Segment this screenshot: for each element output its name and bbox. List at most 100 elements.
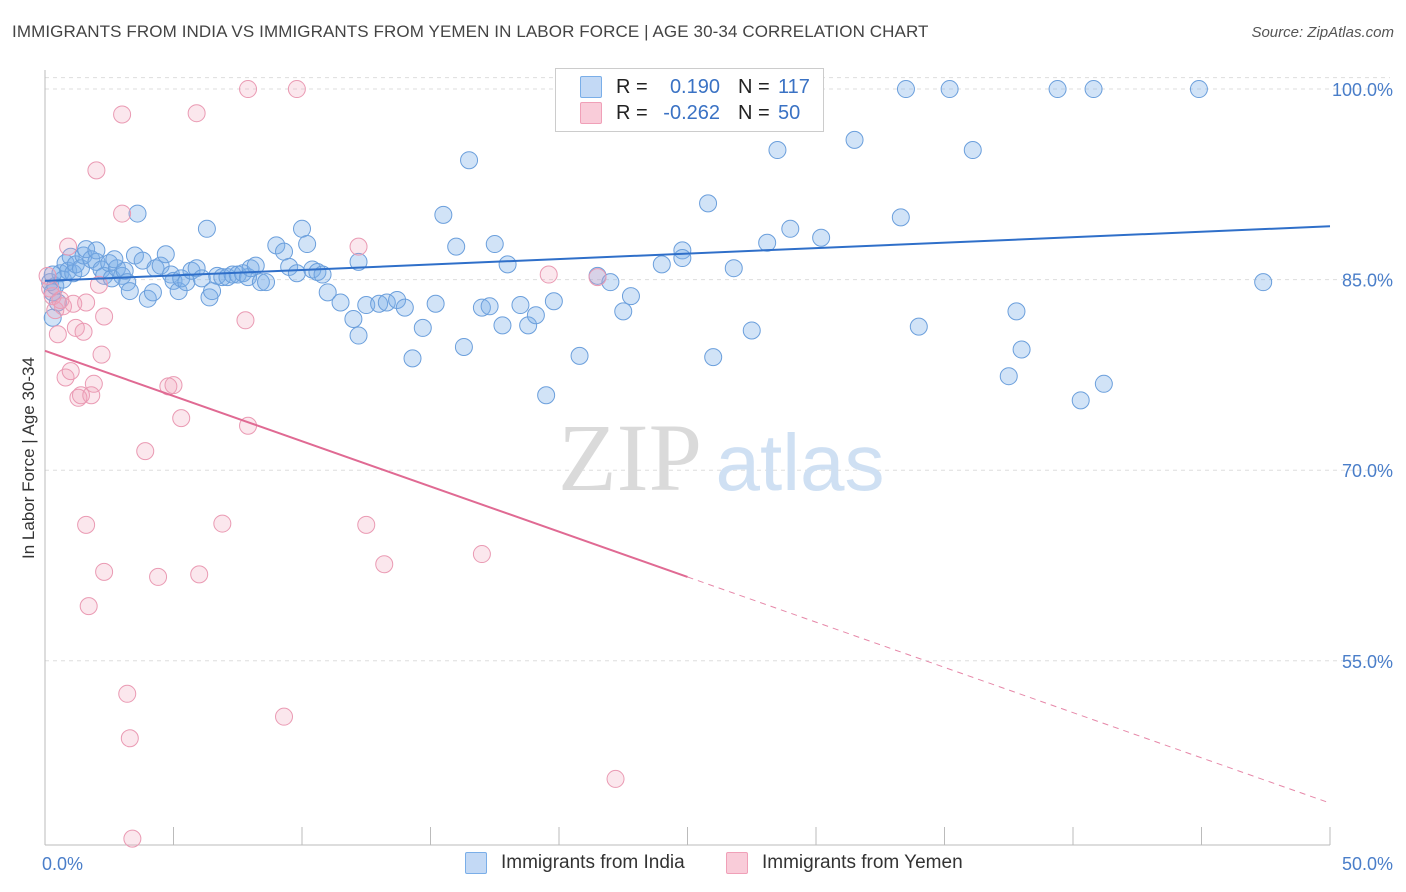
yemen-point (539, 265, 558, 284)
india-point (526, 306, 545, 325)
india-point (511, 296, 530, 315)
yemen-point (95, 307, 114, 326)
yemen-point (123, 829, 142, 848)
india-point (1094, 374, 1113, 393)
yemen-r-label: R = (616, 101, 648, 124)
yemen-point (187, 104, 206, 123)
india-point (1071, 391, 1090, 410)
yemen-point (79, 597, 98, 616)
india-point (313, 265, 332, 284)
yemen-point (87, 161, 106, 180)
yemen-point (59, 237, 78, 256)
yemen-legend-label: Immigrants from Yemen (762, 852, 963, 873)
x-tick-label-max: 50.0% (1342, 854, 1393, 874)
india-legend-label: Immigrants from India (501, 852, 685, 873)
india-point (480, 297, 499, 316)
india-point (724, 259, 743, 278)
india-point (652, 255, 671, 274)
yemen-trend-extension (687, 576, 1331, 804)
india-point (251, 273, 270, 292)
india-point (519, 316, 538, 335)
india-point (203, 282, 222, 301)
watermark-atlas: atlas (716, 418, 885, 507)
yemen-point (113, 204, 132, 223)
india-point (275, 242, 294, 261)
yemen-n-value: 50 (778, 101, 801, 124)
india-point (963, 141, 982, 160)
india-point (267, 236, 286, 255)
yemen-point (287, 80, 306, 99)
y-tick-label: 85.0% (1342, 271, 1393, 291)
y-tick-label: 70.0% (1342, 461, 1393, 481)
india-point (472, 298, 491, 317)
india-point (498, 255, 517, 274)
yemen-point (77, 515, 96, 534)
yemen-point (120, 729, 139, 748)
india-point (999, 367, 1018, 386)
india-point (413, 318, 432, 337)
india-point (1254, 273, 1273, 292)
india-point (287, 264, 306, 283)
india-point (781, 219, 800, 238)
yemen-point (190, 565, 209, 584)
yemen-point (74, 322, 93, 341)
india-point (257, 273, 276, 292)
india-point (177, 273, 196, 292)
india-point (1007, 302, 1026, 321)
chart-title: IMMIGRANTS FROM INDIA VS IMMIGRANTS FROM… (12, 22, 929, 41)
x-tick-label-min: 0.0% (42, 854, 83, 874)
india-point (447, 237, 466, 256)
yemen-swatch (580, 102, 602, 124)
yemen-point (89, 275, 108, 294)
axes (44, 70, 1331, 846)
yemen-r-value: -0.262 (663, 101, 720, 124)
india-trend-line (44, 225, 1331, 282)
india-swatch (580, 76, 602, 98)
india-n-label: N = (738, 75, 770, 98)
india-point (357, 296, 376, 315)
india-point (673, 249, 692, 268)
india-point (544, 292, 563, 311)
yemen-point (375, 555, 394, 574)
india-n-value: 117 (778, 75, 810, 98)
india-point (621, 287, 640, 306)
y-axis-label: In Labor Force | Age 30-34 (19, 357, 38, 559)
india-point (403, 349, 422, 368)
india-point (768, 141, 787, 160)
india-r-label: R = (616, 75, 648, 98)
stats-legend: R = 0.190 N = 117 R = -0.262 N = 50 (555, 68, 824, 132)
india-point (485, 235, 504, 254)
india-point (493, 316, 512, 335)
yemen-point (349, 237, 368, 256)
yemen-point (357, 515, 376, 534)
yemen-point (113, 105, 132, 124)
yemen-trend-line (44, 349, 688, 578)
yemen-point (239, 80, 258, 99)
india-point (318, 283, 337, 302)
india-point (434, 205, 453, 224)
yemen-point (236, 311, 255, 330)
legend-row-yemen: R = -0.262 N = 50 (580, 100, 800, 126)
yemen-legend-swatch (726, 852, 748, 874)
india-point (128, 204, 147, 223)
y-tick-label: 55.0% (1342, 652, 1393, 672)
watermark-zip: ZIP (558, 404, 702, 511)
india-point (395, 298, 414, 317)
legend-row-india: R = 0.190 N = 117 (580, 74, 810, 100)
india-point (388, 290, 407, 309)
india-point (349, 326, 368, 345)
source-label: Source: ZipAtlas.com (1251, 24, 1394, 41)
legend-item-yemen: Immigrants from Yemen (726, 852, 963, 874)
india-legend-swatch (465, 852, 487, 874)
india-point (940, 80, 959, 99)
india-point (704, 348, 723, 367)
india-point (742, 321, 761, 340)
yemen-n-label: N = (738, 101, 770, 124)
india-r-value: 0.190 (669, 75, 720, 98)
yemen-point (164, 376, 183, 395)
india-point (758, 233, 777, 252)
india-point (105, 250, 124, 269)
india-point (308, 263, 327, 282)
india-point (293, 219, 311, 238)
